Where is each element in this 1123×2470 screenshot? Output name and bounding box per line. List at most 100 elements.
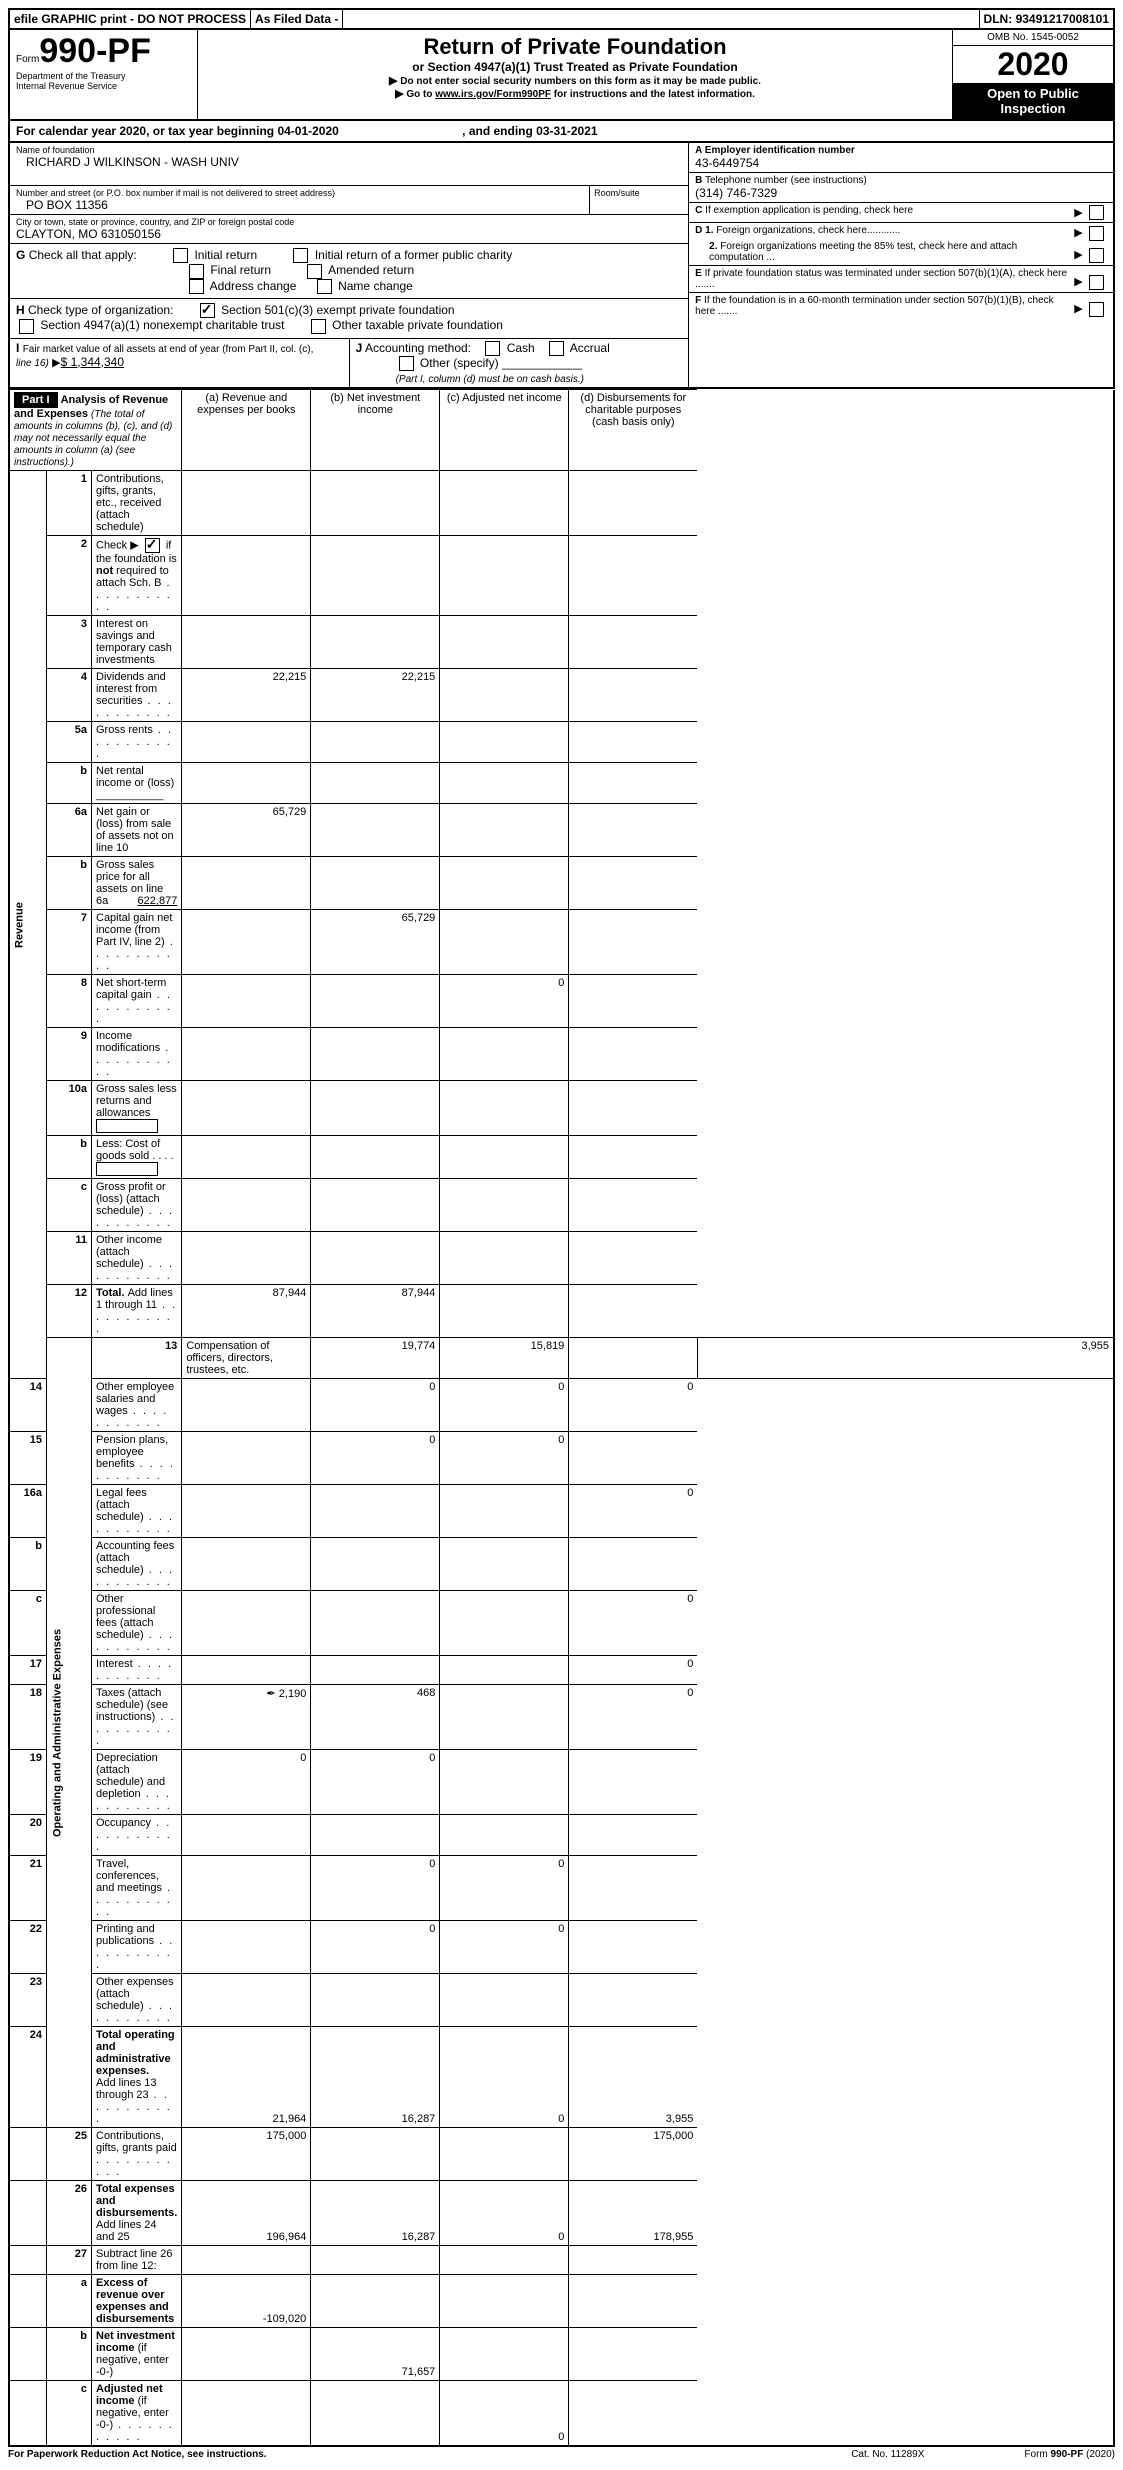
line-17-num: 17: [9, 1656, 47, 1685]
part1-table: Part I Analysis of Revenue and Expenses …: [8, 389, 1115, 2447]
line-12-num: 12: [47, 1285, 92, 1338]
f-checkbox[interactable]: [1089, 302, 1104, 317]
line-22-c: 0: [440, 1921, 569, 1974]
line-27a-a: -109,020: [182, 2275, 311, 2328]
line-27c-c: 0: [440, 2381, 569, 2447]
line-25-num: 25: [47, 2128, 92, 2181]
j-accrual-checkbox[interactable]: [549, 341, 564, 356]
addr-label: Number and street (or P.O. box number if…: [16, 188, 583, 198]
line-1-num: 1: [47, 471, 92, 536]
line-9-text: Income modifications: [92, 1028, 182, 1081]
c-text: If exemption application is pending, che…: [705, 205, 913, 216]
c-label: C: [695, 205, 702, 216]
d1-checkbox[interactable]: [1089, 226, 1104, 241]
line-12-text: Total. Add lines 1 through 11: [92, 1285, 182, 1338]
e-checkbox[interactable]: [1089, 275, 1104, 290]
top-bar: efile GRAPHIC print - DO NOT PROCESS As …: [8, 8, 1115, 30]
ein-value: 43-6449754: [695, 156, 1107, 170]
g-amended-checkbox[interactable]: [307, 264, 322, 279]
g-initial-former-checkbox[interactable]: [293, 248, 308, 263]
col-b-header: (b) Net investment income: [311, 390, 440, 471]
line-6b-val: 622,877: [138, 895, 178, 907]
line-10c-num: c: [47, 1179, 92, 1232]
line-2-checkbox[interactable]: [145, 538, 160, 553]
g-text: Check all that apply:: [29, 248, 137, 262]
attachment-icon[interactable]: ✒: [267, 1688, 276, 1700]
form-subtitle: or Section 4947(a)(1) Trust Treated as P…: [202, 60, 948, 74]
j-cash: Cash: [507, 341, 535, 355]
j-other-checkbox[interactable]: [399, 356, 414, 371]
line-6b-text: Gross sales price for all assets on line…: [92, 857, 182, 910]
line-26-b: 16,287: [311, 2181, 440, 2246]
city-label: City or town, state or province, country…: [16, 217, 682, 227]
line-24-text: Total operating and administrative expen…: [92, 2027, 182, 2128]
footer-right-year: (2020): [1083, 2449, 1115, 2460]
footer-right-form: 990-PF: [1051, 2449, 1084, 2460]
line-23-num: 23: [9, 1974, 47, 2027]
line-27c-text: Adjusted net income (if negative, enter …: [92, 2381, 182, 2447]
line-17-d: 0: [569, 1656, 698, 1685]
g-final-checkbox[interactable]: [189, 264, 204, 279]
calyear-end: , and ending 03-31-2021: [462, 124, 597, 138]
b-text: Telephone number (see instructions): [705, 175, 867, 186]
i-value: $ 1,344,340: [61, 355, 124, 369]
line-20-num: 20: [9, 1815, 47, 1856]
line-13-d: 3,955: [697, 1338, 1114, 1379]
h-text: Check type of organization:: [28, 303, 173, 317]
i-text1: Fair market value of all assets at end o…: [23, 344, 314, 355]
g-initial-return-checkbox[interactable]: [173, 248, 188, 263]
j-other: Other (specify): [420, 356, 499, 370]
line-16a-text: Legal fees (attach schedule): [92, 1485, 182, 1538]
line-24-num: 24: [9, 2027, 47, 2128]
line-6a-num: 6a: [47, 804, 92, 857]
g-name-checkbox[interactable]: [317, 279, 332, 294]
line-4-b: 22,215: [311, 669, 440, 722]
g-address-checkbox[interactable]: [189, 279, 204, 294]
d2-text: Foreign organizations meeting the 85% te…: [709, 241, 1017, 263]
line-13-a: 19,774: [311, 1338, 440, 1379]
line-4-a: 22,215: [182, 669, 311, 722]
line-5b-text: Net rental income or (loss) ___________: [92, 763, 182, 804]
form-header: Form990-PF Department of the Treasury In…: [8, 30, 1115, 121]
h-other-checkbox[interactable]: [311, 319, 326, 334]
line-13-num: 13: [92, 1338, 182, 1379]
line-15-b: 0: [311, 1432, 440, 1485]
irs-link[interactable]: www.irs.gov/Form990PF: [435, 89, 551, 100]
d2-pre: 2.: [709, 241, 717, 252]
line-10b-num: b: [47, 1136, 92, 1179]
line-18-a: ✒ 2,190: [182, 1685, 311, 1750]
line-14-c: 0: [440, 1379, 569, 1432]
g-opt-former: Initial return of a former public charit…: [315, 248, 512, 262]
d2-checkbox[interactable]: [1089, 248, 1104, 263]
line-25-text: Contributions, gifts, grants paid: [92, 2128, 182, 2181]
line-4-text: Dividends and interest from securities: [92, 669, 182, 722]
line-26-num: 26: [47, 2181, 92, 2246]
line-8-num: 8: [47, 975, 92, 1028]
g-opt-initial: Initial return: [194, 248, 257, 262]
j-cash-checkbox[interactable]: [485, 341, 500, 356]
topbar-spacer: [342, 10, 978, 28]
e-text: If private foundation status was termina…: [695, 268, 1067, 290]
i-label: I: [16, 341, 19, 355]
line-1-text: Contributions, gifts, grants, etc., rece…: [92, 471, 182, 536]
dept-treasury: Department of the Treasury: [16, 71, 191, 81]
line-14-num: 14: [9, 1379, 47, 1432]
form-number: 990-PF: [39, 32, 151, 70]
dln-label: DLN:: [984, 12, 1013, 26]
line-24-b: 16,287: [311, 2027, 440, 2128]
line-5b-num: b: [47, 763, 92, 804]
line-15-num: 15: [9, 1432, 47, 1485]
line-27a-num: a: [47, 2275, 92, 2328]
line-13-b: 15,819: [440, 1338, 569, 1379]
line-10c-text: Gross profit or (loss) (attach schedule): [92, 1179, 182, 1232]
line-15-text: Pension plans, employee benefits: [92, 1432, 182, 1485]
h-501c3-checkbox[interactable]: [200, 303, 215, 318]
c-checkbox[interactable]: [1089, 205, 1104, 220]
line-18-d: 0: [569, 1685, 698, 1750]
line-21-c: 0: [440, 1856, 569, 1921]
line-27c-num: c: [47, 2381, 92, 2447]
form-prefix: Form: [16, 54, 39, 65]
footer-right-pre: Form: [1024, 2449, 1050, 2460]
h-4947-checkbox[interactable]: [19, 319, 34, 334]
col-a-header: (a) Revenue and expenses per books: [182, 390, 311, 471]
